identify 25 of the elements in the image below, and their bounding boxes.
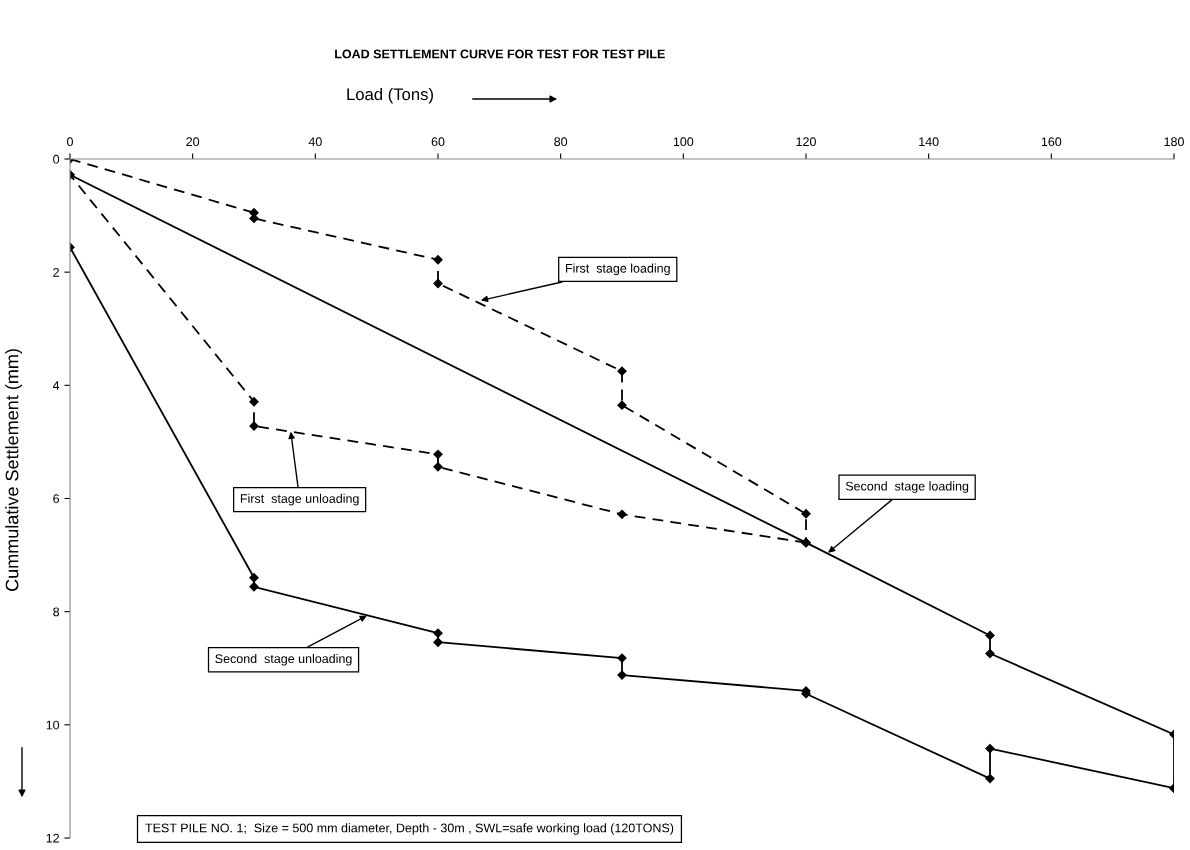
x-tick-label: 40 — [308, 137, 322, 147]
y-tick-label: 4 — [52, 381, 60, 390]
x-tick-label: 140 — [919, 137, 939, 147]
y-tick-label: 12 — [46, 833, 59, 843]
x-tick-label: 80 — [554, 137, 568, 147]
y-tick-label: 10 — [46, 720, 60, 730]
x-tick-label: 160 — [1041, 137, 1062, 147]
y-tick-label: 2 — [53, 267, 59, 277]
chart-title: LOAD SETTLEMENT CURVE FOR TEST FOR TEST PILE — [335, 49, 665, 59]
x-tick-label: 20 — [186, 137, 200, 147]
annotation: Second stage unloading — [215, 653, 352, 666]
y-tick-label: 8 — [53, 607, 60, 617]
annotation: First stage loading — [565, 263, 670, 276]
x-tick-label: 100 — [673, 137, 694, 147]
x-axis-title: Load (Tons) — [347, 87, 433, 104]
y-axis-title: Cummulative Settlement (mm) — [5, 349, 22, 591]
annotation: Second stage loading — [845, 481, 969, 494]
x-tick-label: 120 — [796, 137, 816, 147]
y-tick-label: 6 — [53, 494, 60, 504]
x-tick-label: 0 — [67, 137, 73, 147]
annotation: TEST PILE NO. 1; Size = 500 mm diameter, Depth - 30m , SWL=safe working load (120TONS) — [145, 823, 674, 835]
y-tick-label: 0 — [53, 154, 60, 164]
x-tick-label: 180 — [1164, 137, 1184, 147]
x-tick-label: 60 — [431, 137, 445, 147]
annotation: First stage unloading — [240, 493, 359, 506]
